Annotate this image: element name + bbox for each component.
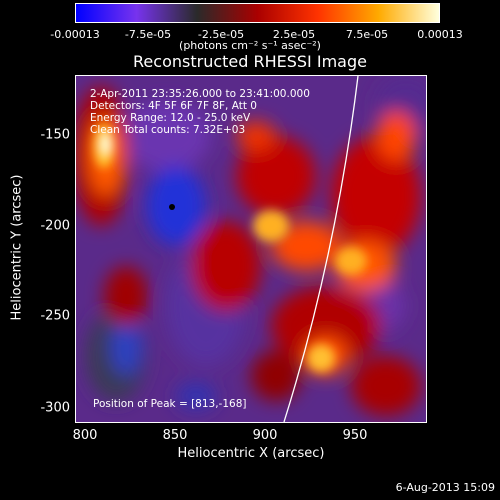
x-tick-label: 800	[72, 428, 98, 443]
y-axis-label: Heliocentric Y (arcsec)	[9, 174, 25, 321]
image-title: Reconstructed RHESSI Image	[133, 52, 367, 71]
peak-marker	[169, 204, 175, 210]
image-frame: 2-Apr-2011 23:35:26.000 to 23:41:00.000 …	[75, 75, 427, 423]
y-tick-label: -300	[40, 400, 70, 416]
colorbar-tick: -7.5e-05	[124, 28, 172, 41]
y-tick-label: -250	[40, 308, 70, 324]
flux-regions	[76, 76, 426, 416]
colorbar-tick: 0.00013	[417, 28, 463, 41]
colorbar-tick: 7.5e-05	[345, 28, 389, 41]
x-tick-label: 900	[252, 428, 278, 443]
peak-position-text: Position of Peak = [813,-168]	[93, 398, 247, 410]
solar-limb-line	[283, 76, 359, 422]
generation-timestamp: 6-Aug-2013 15:09	[395, 481, 495, 494]
x-tick-label: 950	[342, 428, 368, 443]
x-tick-label: 850	[162, 428, 188, 443]
time-range-text: 2-Apr-2011 23:35:26.000 to 23:41:00.000	[90, 88, 310, 100]
flux-peaks	[94, 124, 367, 372]
flux-map	[76, 76, 426, 422]
colorbar-tick: -0.00013	[50, 28, 100, 41]
colorbar-tick: -2.5e-05	[197, 28, 245, 41]
x-axis-label: Heliocentric X (arcsec)	[177, 446, 325, 461]
energy-range-text: Energy Range: 12.0 - 25.0 keV	[90, 112, 251, 124]
colorbar	[75, 3, 440, 23]
colorbar-tick: 2.5e-05	[272, 28, 316, 41]
y-tick-label: -150	[40, 127, 70, 143]
y-tick-label: -200	[40, 218, 70, 234]
clean-counts-text: Clean Total counts: 7.32E+03	[90, 124, 246, 136]
detectors-text: Detectors: 4F 5F 6F 7F 8F, Att 0	[90, 100, 257, 112]
colorbar-units: (photons cm⁻² s⁻¹ asec⁻²)	[179, 39, 321, 52]
